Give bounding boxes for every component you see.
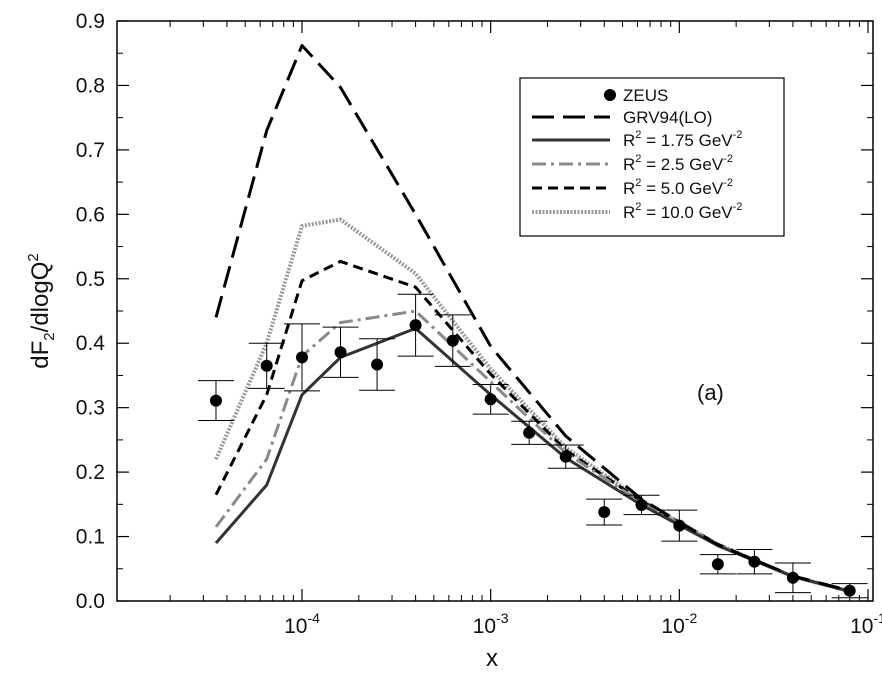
legend-label-grv94: GRV94(LO) [623,108,712,127]
zeus-point [446,334,459,347]
zeus-point [209,394,222,407]
y-axis-title: dF2/dlogQ2 [25,253,58,368]
y-tick-label: 0.2 [76,461,105,484]
y-axis-title-sup: 2 [25,253,42,261]
legend-label-r100: R2 = 10.0 GeV-2 [623,201,742,222]
y-tick-label: 0.3 [76,397,105,420]
zeus-point [334,346,347,359]
y-tick-label: 0.0 [76,590,105,613]
legend-box [519,77,785,237]
panel-label: (a) [697,380,724,405]
legend-label-r175: R2 = 1.75 GeV-2 [623,129,742,150]
zeus-point [598,506,611,519]
y-axis-title-sub: 2 [41,332,58,340]
zeus-point [673,519,686,532]
plot-frame [116,20,874,602]
series-line-4 [214,217,851,594]
zeus-point [523,426,536,439]
y-tick-label: 0.8 [76,74,105,97]
y-tick-labels: 0.0 0.1 0.2 0.3 0.4 0.5 0.6 0.7 0.8 0.9 [76,10,106,613]
y-tick-label: 0.5 [76,268,105,291]
legend: ZEUS GRV94(LO) R2 = 1.75 GeV-2 R2 = 2.5 … [519,77,785,237]
legend-label-r50: R2 = 5.0 GeV-2 [623,177,733,198]
x-tick-label: 10-2 [661,610,697,638]
zeus-point [786,571,799,584]
y-axis-title-mid: /dlogQ [27,262,54,333]
y-tick-label: 0.4 [76,332,106,355]
zeus-point [711,558,724,571]
zeus-point [260,359,273,372]
legend-marker-zeus [604,89,616,101]
legend-label-zeus: ZEUS [623,86,668,105]
x-tick-labels: 10-4 10-3 10-2 10-1 [284,610,882,638]
zeus-point [843,584,856,597]
x-axis-title: x [486,645,498,672]
y-tick-label: 0.6 [76,203,105,226]
y-tick-label: 0.7 [76,139,105,162]
zeus-points [197,293,868,599]
x-tick-label: 10-1 [850,610,882,638]
zeus-point [371,358,384,371]
zeus-point [635,498,648,511]
zeus-point [748,555,761,568]
series-line-3 [214,259,851,593]
zeus-point [296,351,308,364]
zeus-point [409,319,422,332]
legend-label-r25: R2 = 2.5 GeV-2 [623,153,733,174]
x-tick-label: 10-3 [473,610,509,638]
series-line-0 [214,44,851,593]
y-axis-title-main: dF [27,341,54,369]
y-tick-label: 0.1 [76,526,105,549]
x-tick-label: 10-4 [284,610,320,638]
zeus-point [559,450,572,463]
zeus-point [484,393,497,406]
y-tick-label: 0.9 [76,10,105,33]
